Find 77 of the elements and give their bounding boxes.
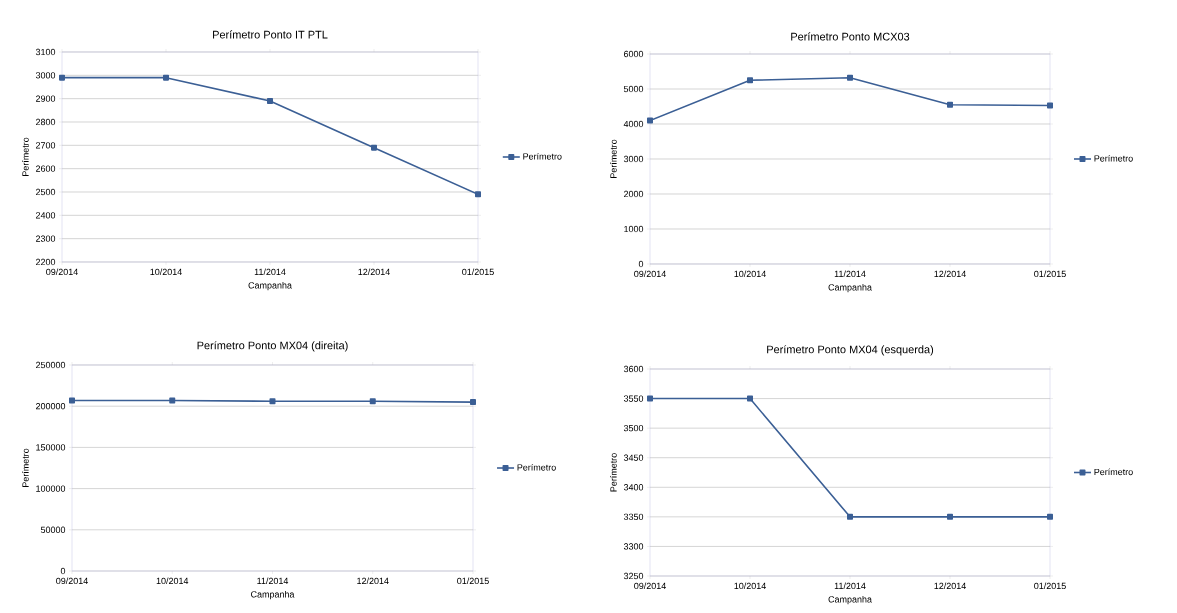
y-tick-label: 3000 (623, 155, 644, 163)
x-tick-label: 01/2015 (457, 577, 489, 585)
y-tick-label: 2400 (35, 212, 56, 219)
y-tick-label: 3550 (623, 395, 644, 402)
x-tick-label: 10/2014 (150, 268, 182, 276)
x-tick-label: 12/2014 (934, 582, 966, 590)
y-tick-label: 3250 (623, 572, 644, 580)
y-tick-label: 3450 (623, 454, 644, 461)
chart-title: Perímetro Ponto MCX03 (791, 32, 910, 41)
legend-label: Perímetro (1094, 468, 1133, 476)
x-tick-label: 09/2014 (634, 270, 666, 278)
x-tick-label: 09/2014 (46, 268, 78, 276)
x-tick-label: 09/2014 (56, 577, 88, 585)
x-axis-title: Campanha (828, 283, 872, 293)
x-tick-label: 12/2014 (357, 577, 389, 585)
x-tick-label: 11/2014 (834, 582, 866, 590)
y-tick-label: 3000 (35, 72, 56, 79)
y-tick-label: 2500 (35, 188, 56, 196)
point (947, 101, 954, 108)
legend-label: Perímetro (1094, 154, 1133, 162)
y-tick-label: 4000 (623, 120, 644, 128)
x-tick-label: 09/2014 (634, 582, 666, 590)
x-tick-label: 10/2014 (734, 582, 766, 590)
x-tick-label: 11/2014 (834, 270, 866, 278)
y-tick-label: 3600 (623, 365, 644, 373)
y-tick-label: 3350 (623, 513, 644, 521)
chart-title: Perímetro Ponto MX04 (direita) (197, 341, 348, 352)
point (1047, 102, 1054, 109)
chart-title: Perímetro Ponto MX04 (esquerda) (767, 345, 934, 356)
x-tick-label: 11/2014 (254, 268, 286, 276)
y-tick-label: 250000 (36, 361, 66, 369)
x-axis-title: Campanha (251, 590, 295, 600)
x-tick-label: 10/2014 (156, 577, 189, 585)
x-tick-label: 10/2014 (734, 270, 766, 278)
y-tick-label: 3300 (623, 543, 644, 550)
y-axis-title: Perímetro (22, 448, 29, 487)
point (847, 74, 854, 81)
x-axis-title: Campanha (828, 595, 872, 605)
y-tick-label: 2300 (35, 235, 56, 242)
x-tick-label: 11/2014 (257, 577, 289, 585)
y-tick-label: 5000 (623, 85, 644, 93)
point (747, 77, 754, 84)
y-tick-label: 2000 (623, 190, 644, 198)
x-tick-label: 01/2015 (1034, 270, 1066, 278)
y-axis-title: Perímetro (610, 453, 617, 492)
y-tick-label: 0 (638, 260, 644, 268)
y-tick-label: 3400 (623, 484, 644, 491)
x-tick-label: 01/2015 (1034, 582, 1066, 590)
point (59, 74, 65, 81)
point (163, 74, 169, 81)
y-tick-label: 2200 (35, 258, 56, 266)
y-tick-label: 2900 (35, 95, 56, 102)
y-tick-label: 2800 (35, 118, 56, 126)
point (371, 144, 377, 151)
y-tick-label: 150000 (36, 444, 66, 451)
y-tick-label: 6000 (623, 50, 644, 58)
y-tick-label: 1000 (624, 225, 644, 233)
y-tick-label: 2700 (35, 142, 56, 149)
y-tick-label: 200000 (36, 403, 66, 410)
point (647, 117, 654, 124)
y-tick-label: 2600 (35, 165, 56, 172)
legend-label: Perímetro (517, 463, 556, 471)
point (267, 97, 273, 104)
y-axis-title: Perímetro (610, 139, 617, 178)
y-axis-title: Perímetro (22, 137, 29, 176)
y-tick-label: 0 (60, 567, 66, 575)
y-tick-label: 3100 (35, 48, 56, 56)
x-tick-label: 12/2014 (358, 268, 390, 276)
point (475, 191, 482, 198)
chart-title: Perímetro Ponto IT PTL (213, 30, 328, 39)
y-tick-label: 50000 (40, 526, 66, 533)
x-tick-label: 01/2015 (462, 268, 494, 276)
y-tick-label: 3500 (623, 424, 644, 432)
x-tick-label: 12/2014 (934, 270, 966, 278)
y-tick-label: 100000 (36, 485, 66, 492)
legend-label: Perímetro (523, 152, 562, 160)
x-axis-title: Campanha (248, 281, 292, 291)
